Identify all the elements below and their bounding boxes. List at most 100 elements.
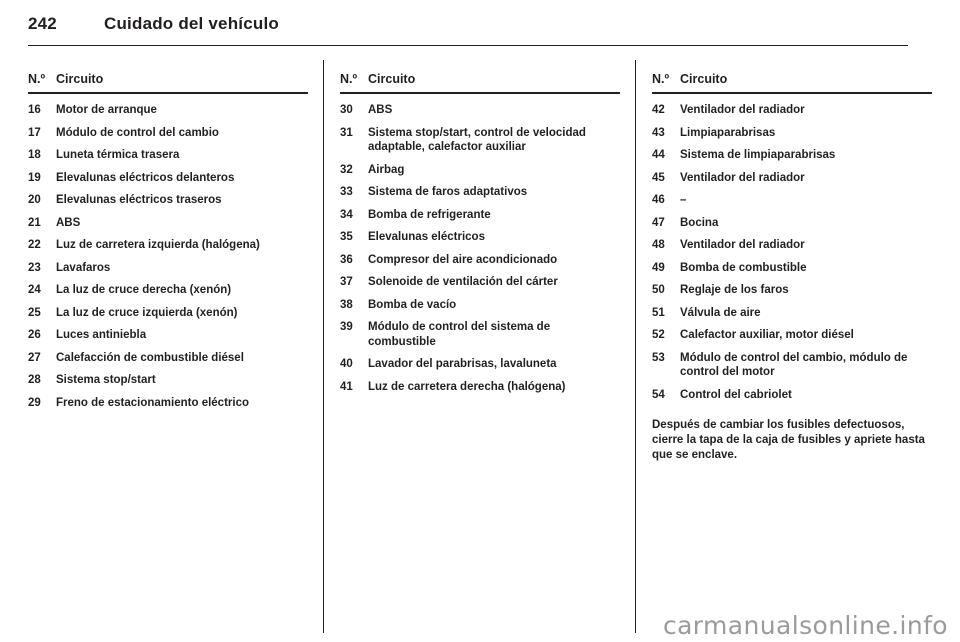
fuse-row: 22 Luz de carretera izquierda (halógena) bbox=[28, 238, 308, 253]
fuse-number: 22 bbox=[28, 239, 41, 251]
fuse-number: 49 bbox=[652, 261, 665, 274]
fuse-description: Luz de carretera izquierda (halógena) bbox=[56, 239, 260, 251]
fuse-description: Calefacción de combustible diésel bbox=[56, 351, 244, 364]
fuse-column-1: N.º Circuito 16 Motor de arranque 17 Mód… bbox=[28, 72, 308, 628]
fuse-number: 43 bbox=[652, 126, 665, 139]
fuse-number: 28 bbox=[28, 374, 41, 386]
column-1-header-no: N.º bbox=[28, 72, 46, 86]
fuse-number: 19 bbox=[28, 171, 41, 184]
fuse-number: 38 bbox=[340, 298, 353, 311]
fuse-row: 26 Luces antiniebla bbox=[28, 328, 308, 343]
fuse-number: 44 bbox=[652, 149, 665, 161]
column-3-header-row: N.º Circuito bbox=[652, 72, 932, 92]
fuse-number: 36 bbox=[340, 253, 353, 266]
fuse-row: 34 Bomba de refrigerante bbox=[340, 208, 620, 223]
fuse-row: 32 Airbag bbox=[340, 163, 620, 178]
fuse-row: 30 ABS bbox=[340, 103, 620, 118]
column-2-header-row: N.º Circuito bbox=[340, 72, 620, 92]
fuse-description: Bomba de combustible bbox=[680, 261, 807, 274]
fuse-row: 20 Elevalunas eléctricos traseros bbox=[28, 193, 308, 208]
fuse-row: 36 Compresor del aire acondicionado bbox=[340, 253, 620, 268]
fuse-row: 24 La luz de cruce derecha (xenón) bbox=[28, 283, 308, 298]
fuse-number: 54 bbox=[652, 388, 665, 401]
fuse-number: 21 bbox=[28, 216, 41, 229]
fuse-description: Sistema de limpiaparabrisas bbox=[680, 149, 836, 161]
fuse-description: Control del cabriolet bbox=[680, 388, 792, 401]
fuse-description: La luz de cruce izquierda (xenón) bbox=[56, 306, 238, 319]
fuse-number: 47 bbox=[652, 216, 665, 229]
page-number: 242 bbox=[28, 14, 57, 33]
fuse-row: 54 Control del cabriolet bbox=[652, 388, 932, 403]
column-1-header-row: N.º Circuito bbox=[28, 72, 308, 92]
fuse-number: 42 bbox=[652, 104, 665, 116]
fuse-number: 31 bbox=[340, 126, 353, 139]
fuse-number: 41 bbox=[340, 380, 353, 393]
fuse-number: 29 bbox=[28, 396, 41, 409]
fuse-column-3: N.º Circuito 42 Ventilador del radiador … bbox=[652, 72, 932, 628]
fuse-row: 29 Freno de estacionamiento eléctrico bbox=[28, 396, 308, 411]
fuse-row: 28 Sistema stop/start bbox=[28, 373, 308, 388]
page-header-inner: 242 Cuidado del vehículo bbox=[28, 14, 279, 34]
fuse-description: Elevalunas eléctricos traseros bbox=[56, 194, 222, 206]
column-divider-2 bbox=[635, 60, 636, 633]
fuse-row: 25 La luz de cruce izquierda (xenón) bbox=[28, 306, 308, 321]
fuse-row: 50 Reglaje de los faros bbox=[652, 283, 932, 298]
fuse-description: Solenoide de ventilación del cárter bbox=[368, 276, 558, 288]
watermark: carmanualsonline.info bbox=[662, 611, 948, 640]
fuse-number: 24 bbox=[28, 284, 41, 296]
fuse-number: 32 bbox=[340, 163, 353, 176]
fuse-row: 16 Motor de arranque bbox=[28, 103, 308, 118]
fuse-description: Lavafaros bbox=[56, 261, 111, 274]
fuse-description: Módulo de control del cambio, módulo de … bbox=[680, 351, 908, 379]
column-3-header-divider bbox=[652, 92, 932, 94]
fuse-description: Sistema de faros adaptativos bbox=[368, 186, 528, 198]
column-1-header-circuit: Circuito bbox=[56, 72, 104, 86]
column-2-header-divider bbox=[340, 92, 620, 94]
column-gap-2 bbox=[620, 60, 652, 633]
fuse-row: 43 Limpiaparabrisas bbox=[652, 126, 932, 141]
fuse-number: 17 bbox=[28, 126, 41, 139]
fuse-row: 21 ABS bbox=[28, 216, 308, 231]
page-header: 242 Cuidado del vehículo bbox=[0, 0, 960, 46]
fuse-row: 52 Calefactor auxiliar, motor diésel bbox=[652, 328, 932, 343]
fuse-number: 51 bbox=[652, 306, 665, 319]
fuse-row: 44 Sistema de limpiaparabrisas bbox=[652, 148, 932, 163]
fuse-description: Sistema stop/start bbox=[56, 374, 156, 386]
fuse-number: 18 bbox=[28, 149, 41, 161]
fuse-number: 50 bbox=[652, 284, 665, 296]
fuse-description: Ventilador del radiador bbox=[680, 239, 805, 251]
fuse-description: Válvula de aire bbox=[680, 306, 761, 319]
fuse-number: 37 bbox=[340, 276, 353, 288]
fuse-description: Compresor del aire acondicionado bbox=[368, 253, 558, 266]
fuse-description: Reglaje de los faros bbox=[680, 284, 789, 296]
fuse-description: Freno de estacionamiento eléctrico bbox=[56, 396, 250, 409]
fuse-description: Bomba de vacío bbox=[368, 298, 457, 311]
fuse-row: 41 Luz de carretera derecha (halógena) bbox=[340, 380, 620, 395]
fuse-number: 34 bbox=[340, 208, 353, 221]
fuse-row: 46 – bbox=[652, 193, 932, 208]
fuse-row: 40 Lavador del parabrisas, lavaluneta bbox=[340, 357, 620, 372]
fuse-row: 45 Ventilador del radiador bbox=[652, 171, 932, 186]
fuse-description: ABS bbox=[368, 104, 393, 116]
fuse-columns: N.º Circuito 16 Motor de arranque 17 Mód… bbox=[28, 60, 932, 633]
fuse-row: 53 Módulo de control del cambio, módulo … bbox=[652, 351, 932, 380]
fuse-row: 18 Luneta térmica trasera bbox=[28, 148, 308, 163]
column-gap-1 bbox=[308, 60, 340, 633]
fuse-description: Luneta térmica trasera bbox=[56, 149, 180, 161]
fuse-description: Módulo de control del cambio bbox=[56, 126, 219, 139]
fuse-row: 23 Lavafaros bbox=[28, 261, 308, 276]
fuse-row: 47 Bocina bbox=[652, 216, 932, 231]
column-2-header-circuit: Circuito bbox=[368, 72, 416, 86]
fuse-number: 45 bbox=[652, 171, 665, 184]
fuse-description: Bocina bbox=[680, 216, 719, 229]
fuse-number: 39 bbox=[340, 321, 353, 333]
fuse-number: 30 bbox=[340, 104, 353, 116]
fuse-description: Sistema stop/start, control de velocidad… bbox=[368, 126, 586, 154]
fuse-description: Elevalunas eléctricos delanteros bbox=[56, 171, 235, 184]
fuse-row: 19 Elevalunas eléctricos delanteros bbox=[28, 171, 308, 186]
fuse-description: – bbox=[680, 194, 687, 206]
fuse-number: 16 bbox=[28, 104, 41, 116]
fuse-number: 20 bbox=[28, 194, 41, 206]
fuse-number: 26 bbox=[28, 329, 41, 341]
fuse-description: Ventilador del radiador bbox=[680, 104, 805, 116]
